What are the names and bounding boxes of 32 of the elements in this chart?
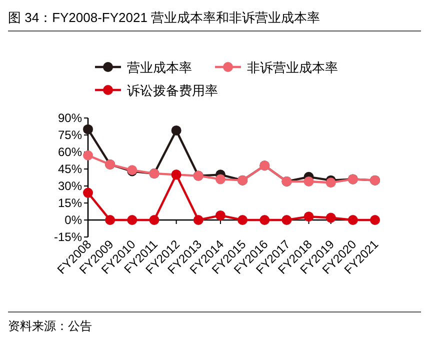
legend-label: 非诉营业成本率 [247,60,338,75]
point [83,188,93,198]
y-tick-label: 15% [58,196,82,210]
legend-label: 营业成本率 [127,60,192,75]
point [304,176,314,186]
chart-title: 图 34：FY2008-FY2021 营业成本率和非诉营业成本率 [8,10,320,25]
point [370,215,380,225]
point [304,212,314,222]
point [326,178,336,188]
y-tick-label: 0% [64,213,82,227]
point [326,212,336,223]
point [193,215,204,225]
y-tick-label: 30% [58,179,82,193]
legend-label: 诉讼拨备费用率 [127,83,218,98]
y-tick-label: 75% [58,128,82,142]
point [282,215,292,225]
point [83,124,93,134]
point [171,125,182,136]
point [238,215,248,225]
text: 资料来源：公告 [8,319,92,333]
point [105,215,116,225]
point [348,215,358,225]
point [215,210,226,220]
y-tick-label: -15% [54,230,82,244]
point [83,150,93,160]
y-tick-label: 60% [58,145,82,159]
point [215,174,226,184]
point [149,215,160,225]
point [127,215,138,225]
point [260,215,270,225]
y-tick-label: 45% [58,162,82,176]
y-tick-label: 90% [58,111,82,125]
